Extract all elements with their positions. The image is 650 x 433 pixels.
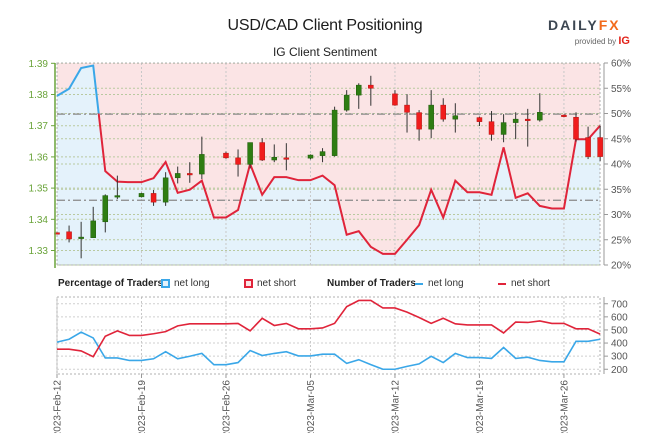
candle-down	[488, 121, 495, 135]
candle-up	[174, 173, 181, 179]
candle-up	[452, 115, 459, 120]
candle-down	[187, 173, 193, 176]
candle-up	[307, 154, 314, 159]
date-tick-label: 2023-Mar-05	[306, 380, 317, 433]
pct-tick-label: 45%	[611, 134, 631, 145]
traders-plot-border	[56, 296, 601, 375]
date-tick-label: 2023-Mar-26	[559, 380, 570, 433]
pct-tick-label: 60%	[611, 59, 631, 70]
legend-num-net-short-label: net short	[511, 278, 550, 289]
price-tick-label: 1.35	[29, 184, 49, 195]
candle-down	[283, 157, 290, 160]
price-tick-label: 1.39	[29, 59, 49, 70]
chart-title: USD/CAD Client Positioning	[227, 17, 423, 34]
candle-down	[597, 137, 603, 157]
candle-up	[537, 112, 543, 121]
price-tick-label: 1.36	[29, 152, 49, 163]
traders-tick-label: 400	[611, 339, 628, 350]
candle-down	[476, 117, 483, 122]
legend-pct-net-short[interactable]: net short	[244, 278, 296, 289]
candle-up	[331, 109, 338, 156]
dailyfx-logo: DAILYFX provided by IG	[548, 17, 630, 47]
legend-num-net-short[interactable]: net short	[498, 278, 550, 289]
logo-provided-by: provided by	[574, 37, 617, 46]
legend-num-net-long-label: net long	[428, 278, 464, 289]
pct-tick-label: 25%	[611, 235, 631, 246]
date-tick-label: 2023-Mar-12	[390, 380, 401, 433]
legend-pct-net-long-label: net long	[174, 278, 210, 289]
price-tick-label: 1.33	[29, 246, 49, 257]
candle-up	[138, 193, 145, 198]
price-tick-label: 1.38	[29, 90, 49, 101]
candle-down	[404, 104, 410, 113]
net-long-line-icon	[415, 282, 423, 285]
legend-pct-net-long[interactable]: net long	[161, 278, 210, 289]
net-short-line-icon	[498, 282, 506, 285]
candle-up	[78, 236, 84, 239]
date-tick-label: 2023-Mar-19	[475, 380, 486, 433]
date-tick-label: 2023-Feb-12	[53, 380, 64, 433]
net-long-area	[57, 65, 601, 266]
pct-tick-label: 55%	[611, 84, 631, 95]
candle-down	[585, 137, 591, 157]
candle-down	[259, 142, 265, 161]
candle-down	[66, 231, 72, 240]
pct-tick-label: 40%	[611, 160, 631, 171]
candle-up	[199, 154, 205, 175]
candle-up	[428, 104, 434, 130]
candle-down	[416, 112, 422, 130]
candle-up	[271, 156, 278, 161]
traders-tick-label: 700	[611, 299, 628, 310]
traders-tick-label: 200	[611, 365, 628, 376]
candle-down	[561, 114, 567, 117]
pct-tick-label: 20%	[611, 261, 631, 272]
main-plot-border	[56, 62, 601, 266]
chart-subtitle: IG Client Sentiment	[272, 45, 378, 59]
sentiment-line-net-short	[97, 113, 601, 255]
candle-down	[440, 104, 446, 120]
pct-tick-label: 50%	[611, 109, 631, 120]
candle-up	[343, 94, 350, 111]
net-short-area	[57, 63, 601, 254]
candle-down	[235, 157, 241, 165]
date-tick-label: 2023-Feb-26	[221, 380, 232, 433]
logo-daily: DAILY	[548, 17, 599, 33]
legend-pct-net-short-label: net short	[257, 278, 296, 289]
date-tick-label: 2023-Feb-19	[137, 380, 148, 433]
net-long-swatch-icon	[161, 279, 170, 288]
candle-down	[573, 117, 579, 140]
traders-tick-label: 300	[611, 352, 628, 363]
pct-tick-label: 35%	[611, 185, 631, 196]
net-short-swatch-icon	[244, 279, 253, 288]
legend-num-net-long[interactable]: net long	[415, 278, 464, 289]
candle-down	[392, 93, 398, 106]
candle-up	[102, 195, 109, 223]
traders-line-net-short	[57, 299, 601, 358]
logo-ig: IG	[618, 35, 630, 47]
logo-fx: FX	[598, 17, 621, 33]
legend-number-label: Number of Traders	[327, 278, 416, 289]
legend-percentage-label: Percentage of Traders	[58, 278, 164, 289]
candle-up	[162, 177, 169, 203]
candle-up	[90, 220, 96, 238]
pct-tick-label: 30%	[611, 210, 631, 221]
candle-up	[247, 142, 253, 165]
candle-down	[150, 193, 157, 203]
traders-tick-label: 600	[611, 312, 628, 323]
traders-tick-label: 500	[611, 325, 628, 336]
candle-up	[114, 195, 121, 198]
candle-down	[524, 118, 531, 121]
candle-up	[512, 118, 519, 123]
legend-number-heading: Number of Traders	[327, 278, 416, 289]
candle-up	[356, 84, 362, 96]
candle-down	[368, 84, 374, 89]
traders-line-net-long	[56, 331, 601, 371]
legend-percentage-heading: Percentage of Traders	[58, 278, 163, 289]
price-tick-label: 1.37	[29, 121, 49, 132]
candle-up	[319, 151, 326, 156]
candle-down	[223, 152, 229, 159]
candle-up	[500, 122, 507, 135]
price-tick-label: 1.34	[29, 215, 49, 226]
